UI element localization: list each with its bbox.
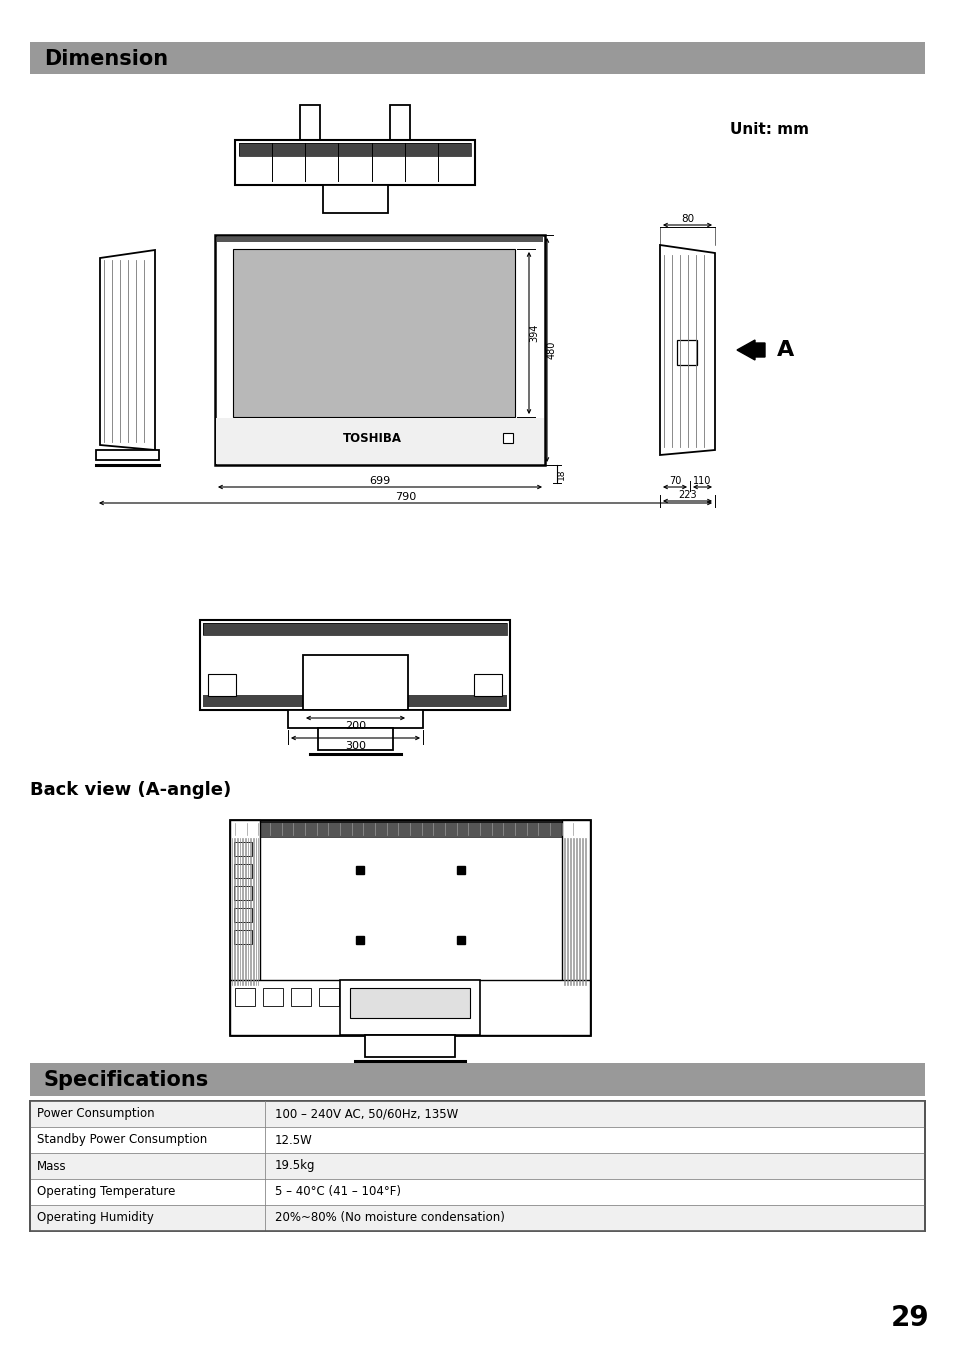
Text: 20%~80% (No moisture condensation): 20%~80% (No moisture condensation) [274, 1212, 504, 1224]
Text: 300: 300 [345, 740, 366, 751]
Bar [350, 988, 470, 1019]
Bar [677, 340, 697, 365]
Bar [230, 820, 260, 1035]
Text: Dimension: Dimension [44, 49, 168, 69]
Bar [230, 820, 589, 1035]
Bar [215, 417, 543, 463]
Text: 699: 699 [369, 476, 390, 486]
Text: 12.5W: 12.5W [274, 1133, 313, 1147]
Text: 29: 29 [890, 1304, 928, 1332]
Bar [216, 236, 542, 242]
Text: TOSHIBA: TOSHIBA [342, 432, 401, 446]
Bar [323, 185, 388, 213]
Bar [234, 988, 254, 1006]
Bar [239, 143, 471, 155]
Bar [30, 1127, 923, 1152]
Text: 19.5kg: 19.5kg [274, 1159, 315, 1173]
Bar [561, 820, 589, 1035]
Bar [390, 105, 410, 141]
Bar [30, 42, 924, 74]
Polygon shape [659, 245, 714, 455]
Bar [317, 728, 393, 750]
Bar [233, 908, 252, 921]
Bar [318, 988, 338, 1006]
Bar [30, 1205, 923, 1231]
Text: 790: 790 [395, 492, 416, 503]
Bar [502, 434, 513, 443]
Bar [263, 988, 283, 1006]
Bar [30, 1101, 923, 1127]
Text: 200: 200 [345, 721, 366, 731]
Text: Back view (A-angle): Back view (A-angle) [30, 781, 231, 798]
Bar [299, 105, 319, 141]
Bar [303, 655, 408, 711]
Bar [30, 1101, 924, 1231]
Bar [339, 979, 479, 1035]
Text: 223: 223 [678, 490, 696, 500]
Bar [203, 694, 506, 707]
Text: A: A [776, 340, 794, 359]
Bar [30, 1063, 924, 1096]
Bar [233, 842, 252, 857]
Bar [30, 1152, 923, 1179]
Bar [232, 821, 587, 838]
Text: 480: 480 [546, 340, 557, 359]
Text: 110: 110 [693, 476, 711, 486]
Bar [203, 623, 506, 635]
Bar [291, 988, 311, 1006]
Text: Standby Power Consumption: Standby Power Consumption [37, 1133, 207, 1147]
Text: 394: 394 [529, 324, 538, 342]
Text: Mass: Mass [37, 1159, 67, 1173]
Text: 18: 18 [556, 469, 565, 480]
FancyArrow shape [737, 340, 764, 359]
Bar [233, 865, 252, 878]
Text: Operating Temperature: Operating Temperature [37, 1185, 175, 1198]
Bar [365, 1035, 455, 1056]
Bar [232, 821, 587, 838]
Text: Specifications: Specifications [44, 1070, 209, 1090]
Text: Unit: mm: Unit: mm [729, 123, 808, 138]
Polygon shape [100, 250, 154, 450]
Text: Operating Humidity: Operating Humidity [37, 1212, 153, 1224]
Bar [96, 450, 159, 459]
Bar [200, 620, 510, 711]
Bar [474, 674, 501, 696]
Bar [230, 979, 589, 1035]
Bar [233, 886, 252, 900]
Bar [233, 249, 515, 417]
Text: 80: 80 [680, 213, 694, 224]
Bar [234, 141, 475, 185]
Text: 100 – 240V AC, 50/60Hz, 135W: 100 – 240V AC, 50/60Hz, 135W [274, 1108, 457, 1120]
Bar [233, 929, 252, 944]
Bar [208, 674, 235, 696]
Bar [239, 143, 471, 155]
Bar [203, 623, 506, 635]
Text: 5 – 40°C (41 – 104°F): 5 – 40°C (41 – 104°F) [274, 1185, 400, 1198]
Bar [30, 1179, 923, 1205]
Text: Power Consumption: Power Consumption [37, 1108, 154, 1120]
Text: 70: 70 [668, 476, 680, 486]
Bar [214, 235, 544, 465]
Bar [288, 711, 422, 728]
